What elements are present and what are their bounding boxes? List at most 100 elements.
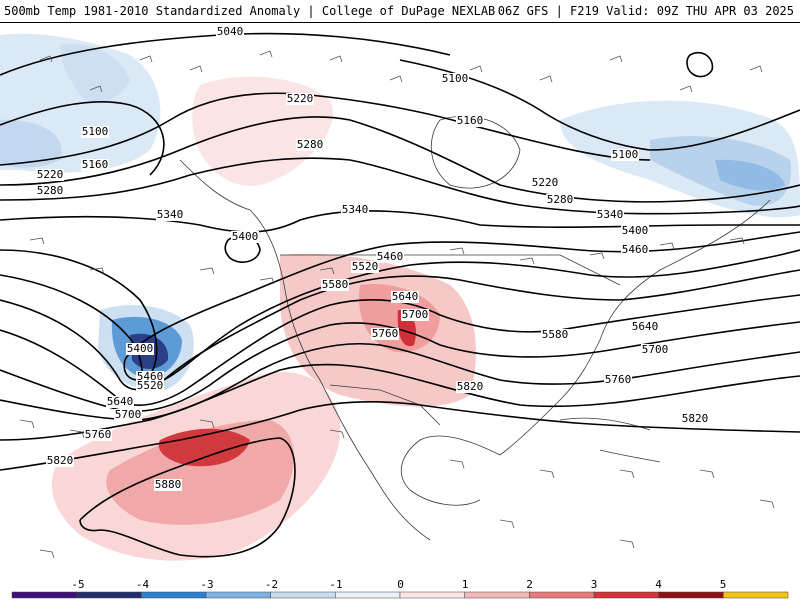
legend-tick-label: 0 [397, 578, 404, 591]
contour-label-text: 5100 [612, 148, 639, 161]
contour-label-bg [371, 328, 399, 340]
contour-label: 5220 [531, 176, 559, 189]
legend-color-segment [593, 591, 659, 599]
contour-label-text: 5340 [597, 208, 624, 221]
legend-color-segment [205, 591, 271, 599]
contour-label: 5400 [621, 224, 649, 237]
map-title: 500mb Temp 1981-2010 Standardized Anomal… [4, 4, 496, 18]
legend-color-segment [11, 591, 77, 599]
contour-label-text: 5280 [37, 184, 64, 197]
contour-label-text: 5700 [642, 343, 669, 356]
legend-color-segment [723, 591, 789, 599]
contour-label: 5760 [84, 428, 112, 441]
contour-label-text: 5640 [632, 320, 659, 333]
contour-label: 5280 [546, 193, 574, 206]
contour-label-text: 5460 [137, 370, 164, 383]
contour-label-text: 5640 [392, 290, 419, 303]
contour-label: 5100 [611, 148, 639, 161]
contour-label: 5640 [631, 320, 659, 333]
contour-label-layer: 5040 5100 5100 5100 5160 5160 5220 5220 5220 5280… [36, 25, 709, 491]
coastline-north-america-west [179, 159, 431, 541]
contour-label-bg [81, 159, 109, 171]
contour-label-text: 5220 [37, 168, 64, 181]
legend-tick-labels: -5 -4 -3 -2 -1 0 1 2 3 4 5 [71, 578, 726, 591]
contour-5520 [0, 269, 800, 391]
contour-label-bg [81, 126, 109, 138]
contour-label-text: 5460 [377, 250, 404, 263]
contour-label-text: 5580 [542, 328, 569, 341]
contour-label-text: 5700 [402, 308, 429, 321]
contour-label-text: 5400 [232, 230, 259, 243]
contour-label: 5820 [46, 454, 74, 467]
contour-label-bg [541, 329, 569, 341]
legend-color-segment [335, 591, 401, 599]
contour-label-bg [341, 204, 369, 216]
legend-tick-label: 2 [526, 578, 533, 591]
contour-label: 5520 [351, 260, 379, 273]
contour-label: 5160 [456, 114, 484, 127]
contour-label-bg [84, 429, 112, 441]
contour-label: 5400 [231, 230, 259, 243]
border-us-mexico [329, 384, 441, 426]
contour-label: 5340 [156, 208, 184, 221]
legend-color-segment [141, 591, 207, 599]
contour-label-bg [681, 413, 709, 425]
contour-label-bg [611, 149, 639, 161]
contour-label-text: 5400 [127, 342, 154, 355]
contour-label-bg [631, 321, 659, 333]
contour-label: 5280 [36, 184, 64, 197]
contour-label: 5280 [296, 138, 324, 151]
contour-label-bg [456, 115, 484, 127]
legend-tick-label: -5 [71, 578, 84, 591]
contour-label-bg [126, 343, 154, 355]
contour-label-bg [321, 279, 349, 291]
contour-label-bg [441, 73, 469, 85]
legend-color-segment [270, 591, 336, 599]
contour-label-text: 5820 [457, 380, 484, 393]
legend-color-segment [76, 591, 142, 599]
contour-label-bg [36, 185, 64, 197]
contour-label: 5040 [216, 25, 244, 38]
contour-5280 [0, 157, 800, 215]
contour-label-bg [216, 26, 244, 38]
contour-label-text: 5100 [82, 125, 109, 138]
contour-label: 5400 [126, 342, 154, 355]
contour-label-bg [286, 93, 314, 105]
anomaly-cold-alaska-2 [60, 44, 130, 103]
map-header: 500mb Temp 1981-2010 Standardized Anomal… [0, 0, 800, 23]
legend-tick-label: 3 [591, 578, 598, 591]
contour-label-text: 5100 [442, 72, 469, 85]
contour-label: 5580 [321, 278, 349, 291]
contour-label-text: 5760 [85, 428, 112, 441]
contour-label-bg [546, 194, 574, 206]
contour-label-text: 5160 [457, 114, 484, 127]
contour-5820 [0, 400, 800, 471]
contour-label: 5220 [286, 92, 314, 105]
contour-label: 5700 [114, 408, 142, 421]
contour-label-bg [36, 169, 64, 181]
contour-label: 5220 [36, 168, 64, 181]
coastline-hudson-bay [431, 115, 521, 189]
contour-label-bg [531, 177, 559, 189]
contour-label: 5700 [641, 343, 669, 356]
legend-color-segment [464, 591, 530, 599]
contour-label-text: 5220 [532, 176, 559, 189]
contour-label: 5160 [81, 158, 109, 171]
contour-label-bg [621, 225, 649, 237]
contour-label-text: 5280 [547, 193, 574, 206]
contour-label-text: 5220 [287, 92, 314, 105]
contour-label: 5100 [441, 72, 469, 85]
contour-label: 5820 [456, 380, 484, 393]
contour-label: 5760 [604, 373, 632, 386]
contour-5880 [79, 437, 296, 558]
contour-label-text: 5340 [157, 208, 184, 221]
contour-label-bg [231, 231, 259, 243]
contour-label-text: 5820 [682, 412, 709, 425]
contour-label-text: 5700 [115, 408, 142, 421]
contour-label-bg [376, 251, 404, 263]
contour-label-text: 5820 [47, 454, 74, 467]
contour-label: 5520 [136, 379, 164, 392]
map-svg: 5040 5100 5100 5100 5160 5160 5220 5220 5220 5280… [0, 25, 800, 561]
anomaly-legend: -5 -4 -3 -2 -1 0 1 2 3 4 5 [0, 578, 800, 600]
contour-label-bg [351, 261, 379, 273]
